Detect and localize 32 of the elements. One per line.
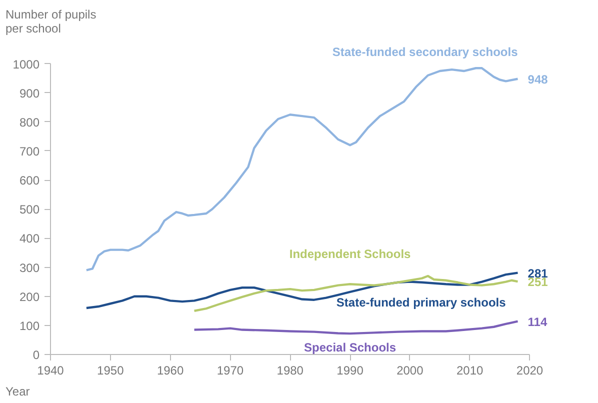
y-axis-title: Number of pupils per school [6,8,96,36]
y-tick-label: 200 [19,290,40,304]
x-tick-label: 1960 [156,364,184,378]
x-tick-label: 2020 [516,364,544,378]
line-series [85,272,519,310]
y-tick-label: 500 [19,202,40,217]
data-label: 948 [528,72,548,86]
x-tick-label: 2000 [396,364,424,378]
line-series [85,67,519,272]
series-label: State-funded secondary schools [332,45,518,60]
y-tick-label: 800 [19,115,40,130]
x-tick-label: 1990 [336,364,364,378]
series-label: Special Schools [304,340,396,355]
x-axis-title: Year [6,384,30,398]
x-tick-label: 1940 [37,364,64,378]
x-tick-label: 1950 [97,364,124,378]
y-tick-label: 0 [32,348,40,362]
series-label: State-funded primary schools [336,296,506,310]
y-tick-label: 300 [19,260,40,275]
y-tick-label: 100 [19,318,40,333]
y-tick-label: 700 [19,144,40,158]
line-series [193,274,519,312]
x-tick-label: 1970 [216,364,244,378]
data-label: 114 [528,314,548,329]
x-tick-label: 1980 [276,364,304,378]
y-tick-label: 1000 [12,57,40,72]
y-tick-label: 400 [19,232,40,246]
line-series [193,320,519,335]
y-tick-label: 600 [19,174,40,188]
x-tick-label: 2010 [456,364,484,378]
series-label: Independent Schools [289,247,412,261]
y-tick-label: 900 [19,86,40,100]
